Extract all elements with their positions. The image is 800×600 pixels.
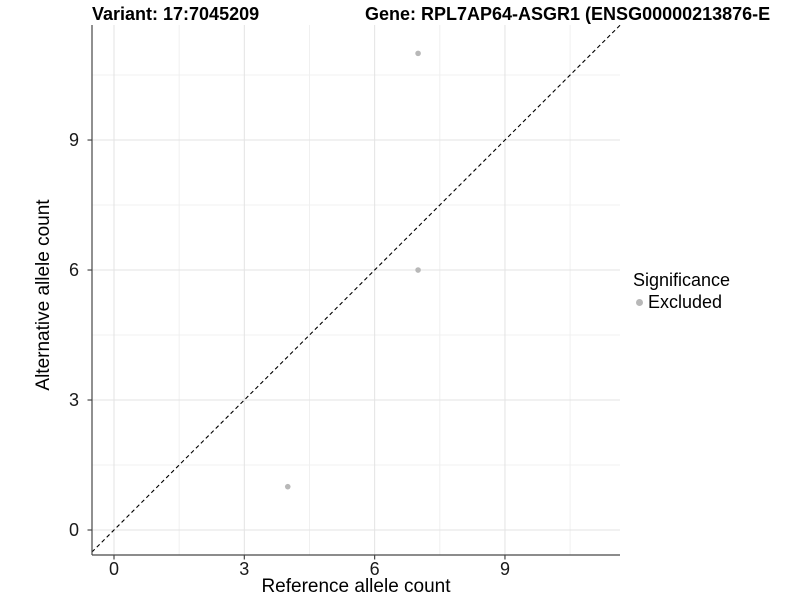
y-tick-label: 0	[68, 520, 79, 540]
legend: Significance Excluded	[633, 270, 730, 312]
excluded-point-icon	[636, 298, 643, 306]
legend-item-excluded: Excluded	[633, 292, 730, 312]
x-axis-title: Reference allele count	[261, 576, 451, 597]
x-tick-label: 9	[499, 559, 510, 579]
y-axis-title: Alternative allele count	[33, 199, 54, 391]
x-tick-label: 0	[108, 559, 120, 579]
legend-title: Significance	[633, 270, 731, 290]
data-point	[284, 483, 291, 490]
gene-title: Gene: RPL7AP64-ASGR1 (ENSG00000213876-E	[365, 4, 771, 24]
data-point	[415, 50, 421, 57]
variant-title: Variant: 17:7045209	[92, 4, 260, 24]
identity-dashed-line	[91, 24, 621, 553]
y-tick-label: 3	[68, 390, 79, 410]
legend-item-label: Excluded	[648, 292, 723, 312]
y-tick-label: 9	[68, 130, 79, 151]
y-tick-label: 6	[68, 260, 79, 281]
x-tick-label: 3	[239, 559, 250, 579]
x-tick-label: 6	[369, 559, 380, 579]
data-point	[415, 267, 421, 273]
